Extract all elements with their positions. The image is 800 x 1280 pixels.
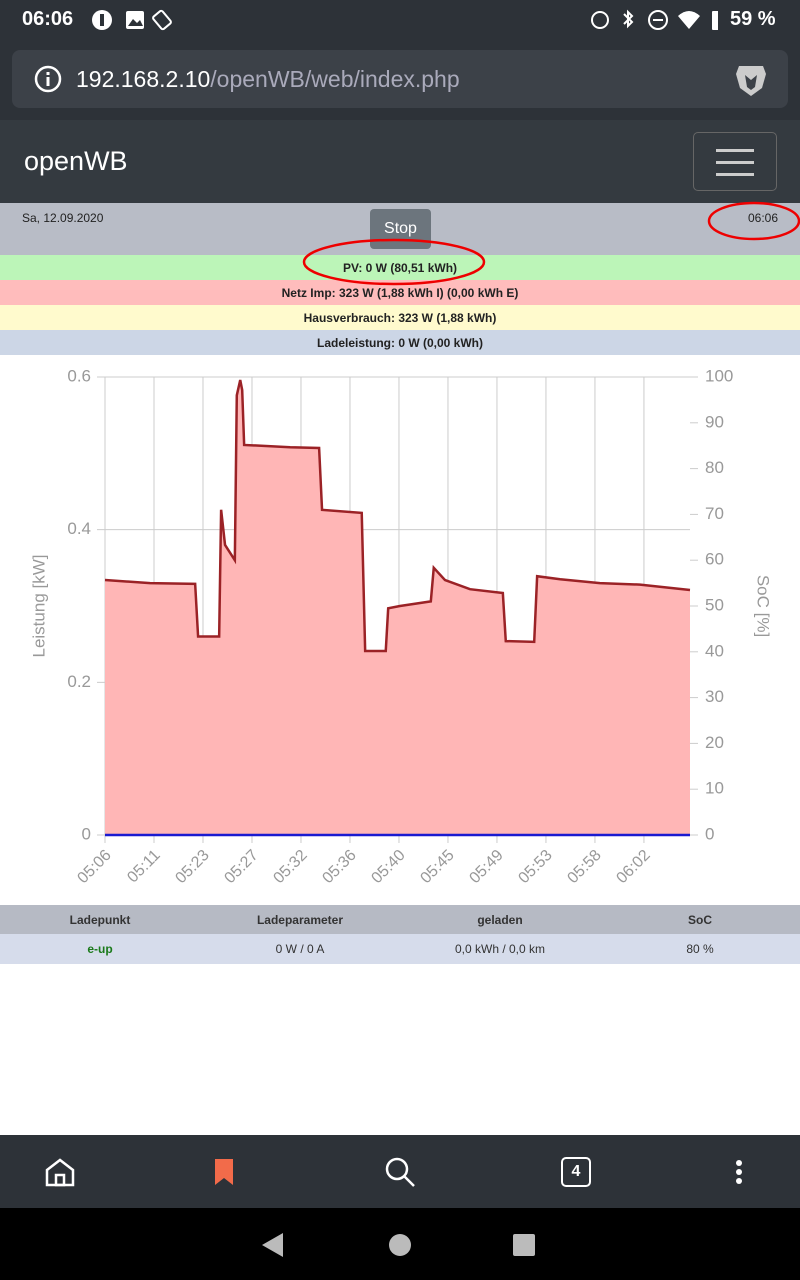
grid-row: Netz Imp: 323 W (1,88 kWh I) (0,00 kWh E…: [0, 280, 800, 305]
bookmark-button[interactable]: [213, 1157, 235, 1187]
system-icons: [591, 9, 718, 30]
y-tick-label: 0: [82, 824, 91, 843]
browser-toolbar: 192.168.2.10/openWB/web/index.php: [0, 40, 800, 120]
x-tick-label: 05:27: [221, 847, 261, 887]
column-header: geladen: [477, 912, 523, 927]
search-button[interactable]: [384, 1156, 416, 1188]
y2-tick-label: 10: [705, 779, 724, 798]
y2-tick-label: 30: [705, 687, 724, 706]
y2-tick-label: 90: [705, 412, 724, 431]
tabs-button[interactable]: 4: [561, 1157, 591, 1187]
column-header: Ladepunkt: [69, 912, 131, 927]
y-axis-label: Leistung [kW]: [29, 555, 48, 658]
x-tick-label: 05:58: [564, 847, 604, 887]
table-header: Ladepunkt Ladeparameter geladen SoC: [0, 905, 800, 934]
table-cell: 80 %: [686, 942, 714, 956]
pv-text: PV: 0 W (80,51 kWh): [342, 260, 458, 275]
table-cell: 0,0 kWh / 0,0 km: [454, 942, 546, 956]
x-tick-label: 05:23: [172, 847, 212, 887]
x-tick-label: 05:40: [368, 847, 408, 887]
y2-tick-label: 40: [705, 641, 724, 660]
url-path: /openWB/web/index.php: [210, 66, 460, 92]
y2-tick-label: 20: [705, 733, 724, 752]
pv-row: PV: 0 W (80,51 kWh): [0, 255, 800, 280]
back-button[interactable]: [262, 1233, 283, 1257]
home-system-button[interactable]: [389, 1234, 411, 1256]
x-tick-label: 05:49: [466, 847, 506, 887]
house-row: Hausverbrauch: 323 W (1,88 kWh): [0, 305, 800, 330]
table-cell: e-up: [87, 942, 113, 956]
x-tick-label: 05:36: [319, 847, 359, 887]
date: Sa, 12.09.2020: [22, 211, 104, 225]
y-tick-label: 0.2: [67, 672, 91, 691]
y2-tick-label: 60: [705, 550, 724, 569]
x-tick-label: 05:45: [417, 847, 457, 887]
x-tick-label: 05:06: [74, 847, 114, 887]
column-header: SoC: [688, 912, 712, 927]
info-icon: [34, 65, 62, 93]
date-row: Sa, 12.09.2020 Stop 06:06: [0, 203, 800, 255]
status-bar: 06:06 59 %: [0, 0, 800, 40]
menu-toggle[interactable]: [693, 132, 777, 191]
more-button[interactable]: [733, 1159, 745, 1187]
y2-tick-label: 50: [705, 595, 724, 614]
table-row: e-up 0 W / 0 A 0,0 kWh / 0,0 km 80 %: [0, 934, 800, 964]
home-button[interactable]: [44, 1157, 76, 1187]
navbar: openWB: [0, 120, 800, 203]
house-text: Hausverbrauch: 323 W (1,88 kWh): [303, 310, 497, 325]
grid-text: Netz Imp: 323 W (1,88 kWh I) (0,00 kWh E…: [281, 285, 519, 300]
y2-tick-label: 0: [705, 824, 714, 843]
system-buttons: [262, 1233, 535, 1257]
url-host: 192.168.2.10: [76, 66, 211, 92]
line: [104, 379, 691, 653]
recents-button[interactable]: [513, 1234, 535, 1256]
brave-icon[interactable]: [734, 62, 768, 98]
status-icons: [92, 9, 172, 31]
charging-text: Ladeleistung: 0 W (0,00 kWh): [316, 335, 484, 350]
y2-tick-label: 80: [705, 458, 724, 477]
battery-level: 59 %: [730, 8, 776, 30]
clock: 06:06: [22, 8, 74, 30]
x-tick-label: 06:02: [613, 847, 653, 887]
stop-button[interactable]: Stop: [370, 209, 431, 249]
system-nav: [0, 1208, 800, 1280]
y2-tick-label: 70: [705, 504, 724, 523]
y2-tick-label: 100: [705, 366, 733, 385]
bottom-nav: 4: [0, 1135, 800, 1208]
charging-row: Ladeleistung: 0 W (0,00 kWh): [0, 330, 800, 355]
x-tick-label: 05:32: [270, 847, 310, 887]
y2-axis-label: SoC [%]: [754, 575, 773, 637]
address-field[interactable]: 192.168.2.10/openWB/web/index.php: [12, 50, 788, 108]
x-tick-label: 05:53: [515, 847, 555, 887]
time: 06:06: [748, 211, 779, 225]
column-header: Ladeparameter: [256, 912, 344, 927]
table-cell: 0 W / 0 A: [275, 942, 325, 956]
x-tick-label: 05:11: [124, 847, 164, 887]
y-tick-label: 0.6: [67, 366, 91, 385]
chart: 05:06 05:11 05:23 05:27 05:32 05:36 05:40 05:45…: [29, 366, 773, 887]
brand[interactable]: openWB: [24, 146, 128, 176]
url: 192.168.2.10/openWB/web/index.php: [76, 66, 460, 93]
y-tick-label: 0.4: [67, 519, 91, 538]
